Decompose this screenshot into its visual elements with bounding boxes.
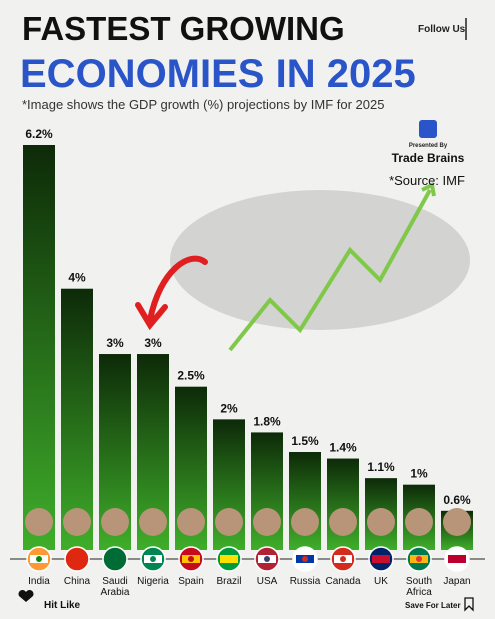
flag-emblem bbox=[302, 556, 308, 562]
x-tick-label: Nigeria bbox=[137, 576, 169, 587]
flag-emblem bbox=[150, 556, 156, 562]
value-label: 1.4% bbox=[329, 441, 357, 455]
x-tick-label: Spain bbox=[178, 576, 204, 587]
value-label: 0.6% bbox=[443, 493, 471, 507]
save-for-later[interactable]: Save For Later bbox=[405, 601, 461, 610]
flag-emblem bbox=[188, 556, 194, 562]
flag-emblem bbox=[36, 556, 42, 562]
value-label: 3% bbox=[144, 336, 162, 350]
x-tick-label: China bbox=[63, 576, 91, 587]
hit-like[interactable]: Hit Like bbox=[44, 600, 81, 611]
leader-photo bbox=[405, 508, 433, 536]
follow[interactable]: Follow Us bbox=[418, 24, 466, 35]
value-label: 4% bbox=[68, 271, 86, 285]
growth-arrow bbox=[228, 189, 432, 352]
note: *Image shows the GDP growth (%) projecti… bbox=[22, 97, 384, 112]
flag-emblem bbox=[340, 556, 346, 562]
x-tick-label: South Africa bbox=[405, 576, 433, 598]
x-tick-label: UK bbox=[374, 576, 388, 587]
flag bbox=[102, 546, 128, 572]
leader-photo bbox=[101, 508, 129, 536]
leader-photo bbox=[329, 508, 357, 536]
leader-photo bbox=[215, 508, 243, 536]
leader-photo bbox=[139, 508, 167, 536]
brand-logo bbox=[419, 120, 437, 138]
source: *Source: IMF bbox=[389, 173, 465, 188]
leader-photo bbox=[63, 508, 91, 536]
flag-band bbox=[372, 555, 390, 563]
x-tick-label: Canada bbox=[325, 576, 361, 587]
decoration bbox=[170, 190, 470, 330]
x-tick-label: Brazil bbox=[216, 576, 242, 587]
flag-emblem bbox=[264, 556, 270, 562]
leader-photo bbox=[443, 508, 471, 536]
value-label: 1.1% bbox=[367, 460, 395, 474]
growth-arrow-head bbox=[421, 182, 436, 197]
red-arrow bbox=[147, 255, 208, 323]
x-tick-label: India bbox=[28, 576, 50, 587]
leader-photo bbox=[253, 508, 281, 536]
brand: Trade Brains bbox=[392, 151, 465, 165]
bookmark-icon bbox=[464, 597, 474, 612]
bar bbox=[61, 288, 93, 550]
chart-title: FASTEST GROWING bbox=[22, 10, 345, 47]
leader-photo bbox=[177, 508, 205, 536]
bar bbox=[23, 145, 55, 550]
flag-emblem bbox=[416, 556, 422, 562]
flag-band bbox=[448, 555, 466, 563]
chart-subtitle: ECONOMIES IN 2025 bbox=[20, 52, 416, 96]
x-tick-label: Japan bbox=[443, 576, 471, 587]
presented-by: Presented By bbox=[409, 143, 448, 149]
x-tick-label: Russia bbox=[289, 576, 321, 587]
value-label: 3% bbox=[106, 336, 124, 350]
value-label: 2% bbox=[220, 401, 238, 415]
value-label: 1% bbox=[410, 467, 428, 481]
leader-photo bbox=[25, 508, 53, 536]
value-label: 1.8% bbox=[253, 414, 281, 428]
x-tick-label: Saudi Arabia bbox=[100, 576, 130, 598]
leader-photo bbox=[291, 508, 319, 536]
heart-icon bbox=[18, 589, 34, 602]
flag bbox=[64, 546, 90, 572]
flag-band bbox=[220, 555, 238, 563]
value-label: 1.5% bbox=[291, 434, 319, 448]
x-tick-label: USA bbox=[256, 576, 278, 587]
bar bbox=[327, 458, 359, 550]
value-label: 6.2% bbox=[25, 127, 53, 141]
value-label: 2.5% bbox=[177, 369, 205, 383]
red-arrow-head bbox=[135, 302, 168, 331]
leader-photo bbox=[367, 508, 395, 536]
